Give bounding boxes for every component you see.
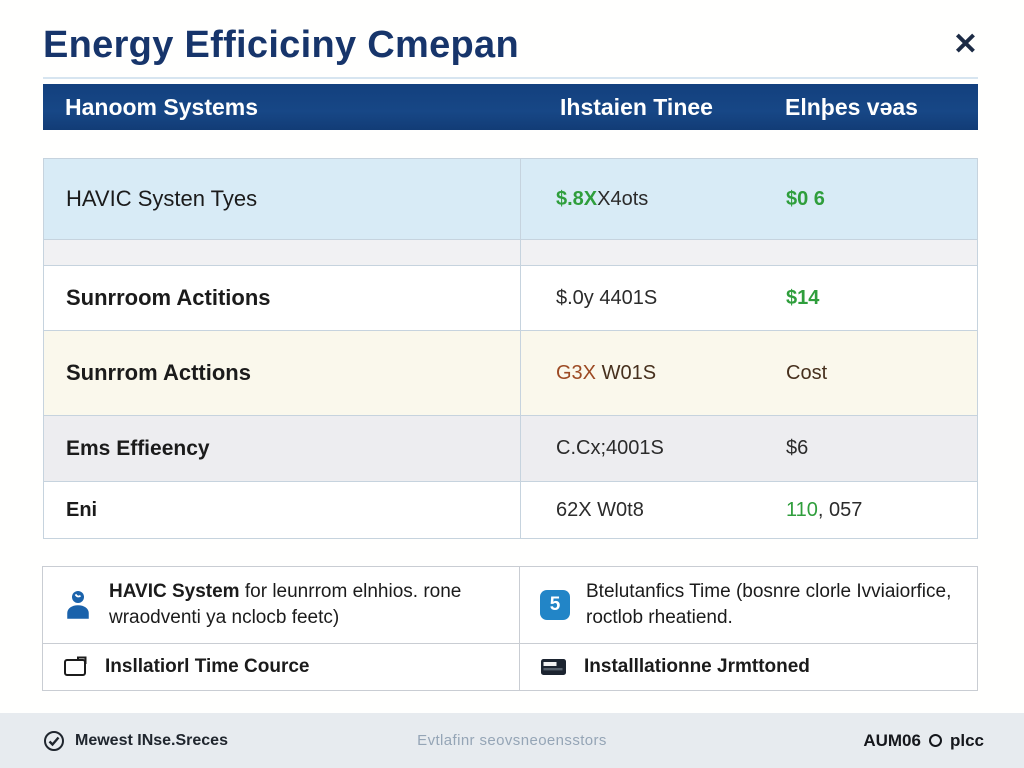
circle-icon (928, 734, 942, 747)
spacer-row (43, 239, 978, 266)
printer-icon (540, 656, 568, 678)
time-value-accent: G3X (556, 361, 597, 384)
table-body: HAVIC Systen Tyes $.8XX4ots $0 6 Sunrroo… (43, 158, 978, 539)
legend-text: Insllatiorl Time Cource (105, 656, 310, 678)
status-left: Mewest INse.Sreces (43, 730, 228, 752)
row-cost-cell: 110, 057 (776, 499, 977, 522)
time-value-accent: $.8X (556, 187, 598, 210)
legend-item-time: 5 Btelutanfics Time (bosnre clorle Ivvia… (519, 566, 978, 644)
status-right: AUM06 plcc (863, 731, 984, 751)
legend-item-installation-source: Insllatiorl Time Cource (42, 643, 520, 691)
row-system-cell: Eni (44, 482, 521, 538)
table-row: HAVIC Systen Tyes $.8XX4ots $0 6 (43, 158, 978, 240)
header-system-column: Hanoom Systems (65, 93, 259, 120)
spacer-cell (44, 240, 521, 265)
row-cost-cell: $14 (776, 287, 977, 310)
row-system-cell: Sunrrom Acttions (44, 331, 521, 415)
legend-item-havic-system: HAVIC System for leunrrom elnhios. rone … (42, 566, 520, 644)
table-row: Ems Effieency C.Cx;4001S $6 (43, 415, 978, 482)
close-icon[interactable]: ✕ (952, 28, 978, 61)
row-cost-cell: Cost (776, 362, 977, 385)
table-row: Sunrroom Actitions $.0y 4401S $14 (43, 265, 978, 331)
row-time-cell: G3X W01S (521, 362, 776, 385)
header-time-column: Ihstaien Tinee (560, 93, 713, 120)
status-right-label-b: plcc (949, 730, 984, 750)
document-icon (63, 656, 89, 678)
status-right-label-a: AUM06 (863, 730, 921, 750)
legend-item-installation-printed: Installlationne Jrmttoned (519, 643, 978, 691)
cost-value: , 057 (817, 498, 863, 521)
row-system-cell: Sunrroom Actitions (44, 266, 521, 330)
row-time-cell: C.Cx;4001S (521, 437, 776, 460)
row-system-cell: HAVIC Systen Tyes (44, 159, 521, 239)
dialog-content: Energy Efficiciny Cmepan ✕ Hanoom System… (42, 0, 978, 691)
cost-value-accent: $0 6 (786, 187, 825, 210)
legend-text: Installlationne Jrmttoned (584, 656, 810, 678)
row-cost-cell: $0 6 (776, 188, 977, 211)
status-center-label: Evtlafinr seovsneoensstors (417, 732, 607, 749)
table-row: Sunrrom Acttions G3X W01S Cost (43, 330, 978, 416)
row-cost-cell: $6 (776, 437, 977, 460)
cost-value: $6 (786, 437, 809, 459)
check-circle-icon (43, 730, 65, 752)
legend-title: HAVIC System (109, 581, 240, 603)
cost-value: Cost (786, 361, 828, 384)
title-bar: Energy Efficiciny Cmepan ✕ (43, 0, 978, 79)
time-value: W01S (596, 361, 657, 384)
legend-text: HAVIC System for leunrrom elnhios. rone … (109, 581, 462, 628)
time-value: 62X W0t8 (556, 498, 644, 521)
legend-panel: HAVIC System for leunrrom elnhios. rone … (42, 566, 978, 691)
status-left-label: Mewest INse.Sreces (75, 731, 228, 749)
table-header-row: Hanoom Systems Ihstaien Tinee Elnþes vəa… (43, 84, 978, 130)
row-time-cell: $.8XX4ots (521, 188, 776, 211)
header-cost-column: Elnþes vəas (785, 93, 918, 120)
person-icon (63, 588, 93, 622)
legend-text: Btelutanfics Time (bosnre clorle Ivviaio… (586, 581, 952, 628)
status-bar: Mewest INse.Sreces Evtlafinr seovsneoens… (0, 713, 1024, 768)
table-row: Eni 62X W0t8 110, 057 (43, 481, 978, 539)
row-time-cell: 62X W0t8 (521, 499, 776, 522)
time-value: X4ots (597, 187, 649, 210)
cost-value-accent: 110 (786, 498, 818, 521)
row-system-cell: Ems Effieency (44, 416, 521, 481)
page-title: Energy Efficiciny Cmepan (43, 24, 520, 66)
time-value: C.Cx;4001S (556, 437, 664, 459)
time-value: $.0y 4401S (556, 286, 658, 309)
cost-value-accent: $14 (786, 286, 820, 309)
row-time-cell: $.0y 4401S (521, 287, 776, 310)
badge-5-icon: 5 (540, 590, 570, 620)
